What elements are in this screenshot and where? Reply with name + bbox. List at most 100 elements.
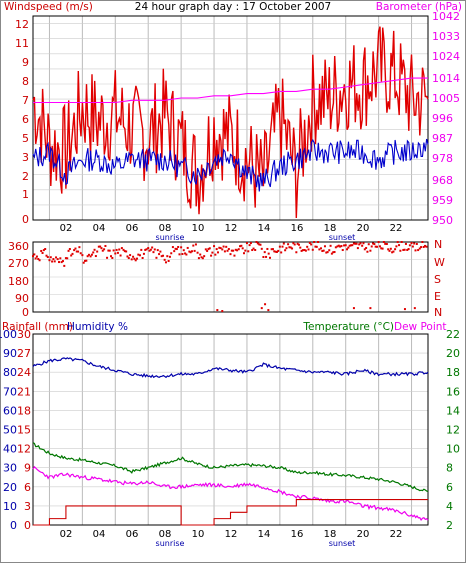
direction-point: [314, 245, 317, 248]
direction-point: [81, 254, 84, 257]
direction-point: [232, 249, 235, 252]
direction-point: [280, 251, 283, 254]
direction-point: [112, 249, 115, 252]
direction-point: [315, 245, 318, 248]
direction-point: [363, 248, 366, 251]
direction-point: [264, 303, 267, 306]
barometer-tick: 968: [432, 174, 453, 187]
direction-point: [168, 255, 171, 258]
wind-tick: 3: [22, 151, 29, 164]
direction-tick: 0: [22, 306, 29, 319]
direction-point: [329, 244, 332, 247]
direction-point: [45, 254, 48, 257]
direction-point: [366, 250, 369, 253]
direction-point: [373, 243, 376, 246]
direction-point: [388, 249, 391, 252]
temperature-tick: 18: [446, 366, 460, 379]
direction-point: [306, 245, 309, 248]
direction-point: [262, 256, 265, 259]
x-tick: 04: [93, 223, 106, 234]
direction-point: [35, 255, 38, 258]
direction-point: [171, 246, 174, 249]
direction-point: [32, 255, 34, 258]
sunset-label: sunset: [329, 539, 356, 548]
direction-point: [221, 310, 224, 313]
direction-point: [323, 245, 326, 248]
compass-tick: N: [434, 238, 442, 251]
direction-point: [116, 251, 119, 254]
temperature-tick: 16: [446, 385, 460, 398]
direction-point: [89, 255, 92, 258]
direction-point: [336, 245, 339, 248]
direction-point: [269, 256, 271, 259]
direction-point: [317, 241, 320, 243]
direction-point: [204, 248, 207, 251]
direction-point: [396, 241, 399, 244]
direction-point: [142, 252, 145, 255]
direction-point: [237, 248, 240, 251]
temperature-tick: 10: [446, 443, 460, 456]
x-tick: 02: [60, 223, 73, 234]
direction-point: [326, 251, 329, 254]
barometer-axis-label: Barometer (hPa): [376, 1, 462, 13]
direction-point: [273, 250, 276, 253]
direction-point: [108, 249, 111, 252]
direction-point: [318, 248, 321, 251]
direction-point: [58, 261, 61, 264]
direction-point: [119, 254, 122, 257]
direction-point: [137, 253, 140, 256]
direction-point: [328, 249, 331, 252]
direction-point: [197, 257, 200, 260]
direction-point: [130, 258, 133, 261]
dewpoint-axis-label: Dew Point: [394, 321, 447, 333]
direction-point: [167, 259, 170, 262]
x-tick: 08: [159, 529, 172, 540]
direction-point: [332, 251, 335, 254]
direction-point: [49, 256, 52, 259]
direction-point: [180, 246, 183, 249]
direction-point: [413, 307, 416, 310]
x-tick: 16: [291, 529, 304, 540]
direction-point: [145, 248, 148, 251]
direction-point: [310, 243, 313, 246]
windspeed-average-line: [32, 138, 429, 192]
direction-tick: 360: [8, 240, 29, 253]
direction-point: [406, 248, 409, 251]
wind-tick: 2: [22, 170, 29, 183]
direction-point: [411, 245, 414, 248]
direction-point: [114, 252, 117, 255]
direction-point: [421, 241, 424, 243]
direction-point: [46, 256, 49, 259]
x-tick: 12: [225, 223, 238, 234]
sunrise-label: sunrise: [156, 539, 185, 548]
direction-point: [160, 255, 163, 258]
direction-point: [258, 243, 261, 246]
direction-point: [291, 247, 294, 250]
direction-point: [395, 245, 398, 248]
direction-point: [287, 243, 290, 246]
wind-tick: 7: [22, 94, 29, 107]
direction-point: [178, 253, 181, 256]
direction-point: [418, 247, 421, 250]
direction-point: [422, 246, 425, 249]
x-tick: 06: [126, 529, 139, 540]
direction-point: [340, 245, 343, 248]
direction-point: [41, 251, 44, 254]
humidity-tick: 0: [10, 519, 17, 532]
barometer-tick: 1033: [432, 30, 460, 43]
direction-point: [153, 248, 156, 251]
direction-point: [311, 248, 314, 251]
direction-point: [263, 251, 266, 254]
direction-point: [255, 241, 258, 243]
x-tick: 20: [357, 223, 370, 234]
direction-point: [163, 258, 166, 261]
direction-point: [307, 248, 310, 251]
direction-point: [61, 260, 64, 263]
direction-point: [55, 256, 58, 259]
direction-point: [211, 251, 214, 254]
direction-point: [93, 248, 96, 251]
direction-point: [215, 248, 218, 251]
direction-point: [275, 251, 278, 254]
direction-point: [320, 247, 323, 250]
